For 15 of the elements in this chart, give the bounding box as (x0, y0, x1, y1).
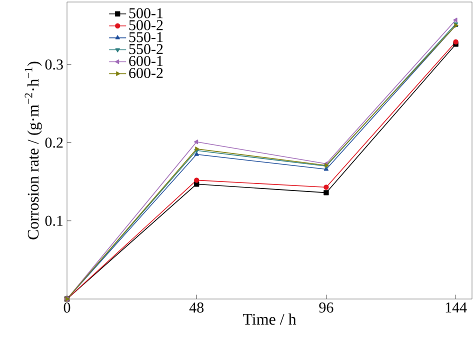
y-tick-label: 0.2 (45, 138, 63, 148)
legend-label: 550-2 (129, 44, 163, 54)
x-axis-title: Time / h (242, 313, 296, 325)
x-tick-label: 48 (189, 302, 204, 313)
legend-label: 600-2 (129, 68, 163, 78)
x-tick-label: 144 (446, 302, 467, 312)
legend-label: 550-1 (129, 32, 163, 42)
y-tick-label: 0.3 (45, 59, 63, 70)
x-tick-label: 96 (319, 302, 334, 313)
legend-label: 500-1 (129, 8, 163, 18)
y-tick-label: 0.1 (45, 216, 63, 226)
legend-label: 500-2 (129, 20, 163, 30)
legend-label: 600-1 (129, 56, 163, 66)
y-axis-title: Corrosion rate / (g·m$^{−2}$·h$^{−1}$) (24, 62, 42, 240)
x-tick-label: 0 (64, 302, 70, 313)
